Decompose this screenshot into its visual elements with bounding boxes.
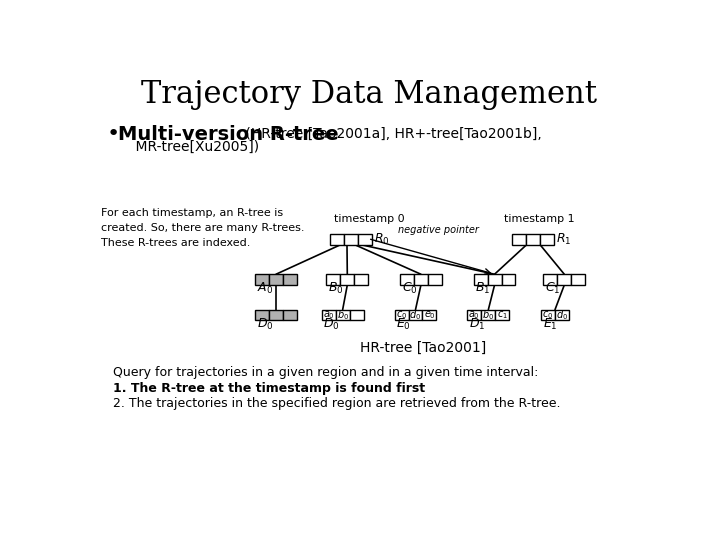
Bar [408,309,423,320]
Bar [322,309,336,320]
Bar [423,309,436,320]
Text: $D_0$: $D_0$ [256,317,274,332]
Text: •: • [107,124,120,144]
Bar [467,309,482,320]
Bar [400,274,414,285]
Bar [395,309,408,320]
Text: (HR-tree [Tao2001a], HR+-tree[Tao2001b],: (HR-tree [Tao2001a], HR+-tree[Tao2001b], [241,127,542,141]
Bar [330,234,344,245]
Bar [428,274,442,285]
Text: timestamp 0: timestamp 0 [333,214,405,224]
Text: $B_0$: $B_0$ [328,281,343,296]
Bar [513,234,526,245]
Bar [354,274,368,285]
Bar [541,309,555,320]
Text: $c_1$: $c_1$ [497,309,508,321]
Text: Query for trajectories in a given region and in a given time interval:: Query for trajectories in a given region… [113,366,539,379]
Text: $C_1$: $C_1$ [545,281,560,296]
Text: $e_0$: $e_0$ [423,309,436,321]
Bar [344,234,358,245]
Text: $b_0$: $b_0$ [337,308,348,322]
Text: $D_1$: $D_1$ [469,317,485,332]
Bar [557,274,571,285]
Text: MR-tree[Xu2005]): MR-tree[Xu2005]) [118,140,259,154]
Text: $E_1$: $E_1$ [543,317,557,332]
Text: negative pointer: negative pointer [398,225,480,234]
Bar [482,309,495,320]
Text: $B_1$: $B_1$ [475,281,490,296]
Text: $D_0$: $D_0$ [323,317,340,332]
Text: For each timestamp, an R-tree is
created. So, there are many R-trees.
These R-tr: For each timestamp, an R-tree is created… [101,208,305,248]
Bar [269,309,283,320]
Text: $a_0$: $a_0$ [469,309,480,321]
Bar [326,274,341,285]
Text: $C_0$: $C_0$ [402,281,418,296]
Text: $E_0$: $E_0$ [396,317,411,332]
Text: HR-tree [Tao2001]: HR-tree [Tao2001] [360,340,487,354]
Bar [414,274,428,285]
Text: $c_0$: $c_0$ [542,309,554,321]
Bar [255,274,269,285]
Bar [495,309,509,320]
Bar [571,274,585,285]
Bar [487,274,502,285]
Text: $a_0$: $a_0$ [323,309,335,321]
Text: $c_0$: $c_0$ [396,309,408,321]
Text: $A_0$: $A_0$ [256,281,273,296]
Text: $d_0$: $d_0$ [556,308,568,322]
Bar [283,274,297,285]
Text: Trajectory Data Management: Trajectory Data Management [141,78,597,110]
Text: 1. The R-tree at the timestamp is found first: 1. The R-tree at the timestamp is found … [113,382,426,395]
Bar [350,309,364,320]
Bar [474,274,487,285]
Bar [540,234,554,245]
Text: $R_1$: $R_1$ [556,232,571,247]
Bar [283,309,297,320]
Bar [341,274,354,285]
Bar [358,234,372,245]
Bar [336,309,350,320]
Text: timestamp 1: timestamp 1 [504,214,575,224]
Bar [502,274,516,285]
Bar [526,234,540,245]
Text: $d_0$: $d_0$ [410,308,421,322]
Text: 2. The trajectories in the specified region are retrieved from the R-tree.: 2. The trajectories in the specified reg… [113,397,561,410]
Text: Multi-version R-tree: Multi-version R-tree [118,125,338,144]
Bar [255,309,269,320]
Text: $R_0$: $R_0$ [374,232,390,247]
Bar [555,309,569,320]
Bar [544,274,557,285]
Text: $b_0$: $b_0$ [482,308,495,322]
Bar [269,274,283,285]
